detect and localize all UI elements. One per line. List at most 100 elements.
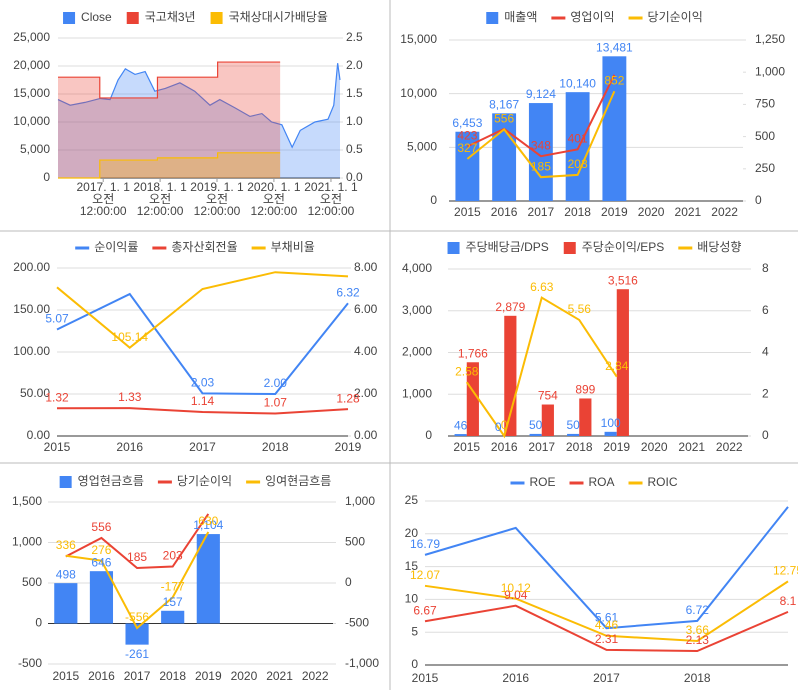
data-label: 6.67 xyxy=(413,603,437,617)
legend-swatch xyxy=(447,242,460,254)
data-label: 556 xyxy=(494,112,514,126)
x-tick-label: 2021. 1. 1 오전 12:00:00 xyxy=(304,180,358,218)
y2-tick-label: 6 xyxy=(762,303,769,317)
series-line xyxy=(56,292,349,396)
bar xyxy=(196,534,220,624)
legend-swatch xyxy=(210,12,223,24)
legend-label: 당기순이익 xyxy=(177,474,232,488)
y2-tick-label: 2.0 xyxy=(346,58,363,72)
y-tick-label: 50.00 xyxy=(20,386,50,400)
data-label: 630 xyxy=(198,514,218,528)
data-label: 5.56 xyxy=(568,302,592,316)
data-label: 401 xyxy=(568,132,588,146)
data-label: 8.1 xyxy=(780,594,797,608)
data-label: -261 xyxy=(125,647,149,661)
area-fill xyxy=(58,152,281,178)
data-label: 1.28 xyxy=(336,391,360,405)
data-label: 6.63 xyxy=(530,280,554,294)
data-label: 203 xyxy=(568,157,588,171)
legend: ROE ROA ROIC xyxy=(510,475,678,489)
y-tick-label: 150.00 xyxy=(13,302,50,316)
x-tick-label: 2021 xyxy=(678,440,705,454)
legend: 영업현금흐름 당기순이익 잉여현금흐름 xyxy=(59,474,331,488)
y2-tick-label: 2.5 xyxy=(346,30,363,44)
y-tick-label: 4,000 xyxy=(402,261,432,275)
data-label: 2.13 xyxy=(686,633,710,647)
legend-label: ROIC xyxy=(648,475,678,489)
data-label: -556 xyxy=(125,610,149,624)
legend-swatch xyxy=(551,16,566,20)
bar xyxy=(125,623,149,645)
x-tick-label: 2015 xyxy=(412,671,439,685)
data-label: 203 xyxy=(163,549,183,563)
data-label: 1,104 xyxy=(193,518,223,532)
y-tick-label: 0 xyxy=(43,170,50,184)
legend-swatch xyxy=(251,246,266,250)
legend-swatch xyxy=(678,246,693,250)
legend-swatch xyxy=(628,16,643,20)
data-label: 46 xyxy=(454,418,468,432)
data-label: 2.58 xyxy=(455,364,479,378)
legend-label: Close xyxy=(81,10,112,24)
y-tick-label: 3,000 xyxy=(402,303,432,317)
x-tick-label: 2017. 1. 1 오전 12:00:00 xyxy=(77,180,131,218)
bar xyxy=(604,431,617,436)
y-tick-label: 25,000 xyxy=(13,30,50,44)
series-line xyxy=(65,513,210,570)
y-tick-label: 2,000 xyxy=(402,345,432,359)
legend-swatch xyxy=(569,481,584,485)
x-tick-label: 2022 xyxy=(716,440,743,454)
bar xyxy=(492,113,517,201)
y2-tick-label: 0 xyxy=(345,575,352,589)
x-tick-label: 2017 xyxy=(593,671,620,685)
legend-swatch xyxy=(75,246,90,250)
y-tick-label: 0 xyxy=(425,428,432,442)
data-label: 12.07 xyxy=(410,568,440,582)
series-line xyxy=(58,61,281,99)
x-tick-label: 2018 xyxy=(566,440,593,454)
y-tick-label: -500 xyxy=(18,656,42,670)
data-label: 2.00 xyxy=(264,376,288,390)
y-tick-label: 0 xyxy=(35,616,42,630)
y2-tick-label: 0.00 xyxy=(354,428,378,442)
bar xyxy=(466,362,479,436)
x-tick-label: 2019 xyxy=(335,440,362,454)
data-label: 5.07 xyxy=(45,312,69,326)
y2-tick-label: 4 xyxy=(762,345,769,359)
y-tick-label: 5,000 xyxy=(407,140,437,154)
x-tick-label: 2018 xyxy=(262,440,289,454)
y2-tick-label: 500 xyxy=(345,535,365,549)
data-label: 336 xyxy=(56,538,76,552)
legend-label: 부채비율 xyxy=(271,240,315,254)
legend-label: 매출액 xyxy=(504,10,537,24)
x-tick-label: 2017 xyxy=(124,669,151,683)
y-tick-label: 0 xyxy=(411,657,418,671)
series-line xyxy=(466,90,616,179)
data-label: 105.14 xyxy=(111,330,148,344)
data-label: 0 xyxy=(501,418,508,432)
series-line xyxy=(57,63,341,149)
y2-tick-label: 0 xyxy=(762,428,769,442)
bar xyxy=(602,56,627,202)
y-tick-label: 10,000 xyxy=(400,86,437,100)
legend-swatch xyxy=(152,246,167,250)
data-label: 8,167 xyxy=(489,98,519,112)
data-label: 556 xyxy=(91,520,111,534)
x-tick-label: 2016 xyxy=(116,440,143,454)
chart: 0 5,000 10,000 15,000 20,000 25,000 0.0 0.5 1.0 1… xyxy=(13,10,363,218)
data-label: 13,481 xyxy=(596,40,633,54)
y2-tick-label: 500 xyxy=(755,129,775,143)
data-label: 12.75 xyxy=(773,564,798,578)
x-tick-label: 2019 xyxy=(601,205,628,219)
y-tick-label: 25 xyxy=(405,493,419,507)
y-tick-label: 20 xyxy=(405,526,419,540)
x-tick-label: 2016 xyxy=(502,671,529,685)
data-label: 276 xyxy=(91,543,111,557)
chart: 0 5,000 10,000 15,000 0 250 500 750 1,000 1,250 20… xyxy=(400,10,785,219)
bar xyxy=(454,434,467,436)
legend-swatch xyxy=(486,12,499,24)
bar xyxy=(89,571,114,624)
series-line xyxy=(56,271,349,349)
bar xyxy=(567,433,580,436)
data-label: 2.31 xyxy=(595,632,619,646)
